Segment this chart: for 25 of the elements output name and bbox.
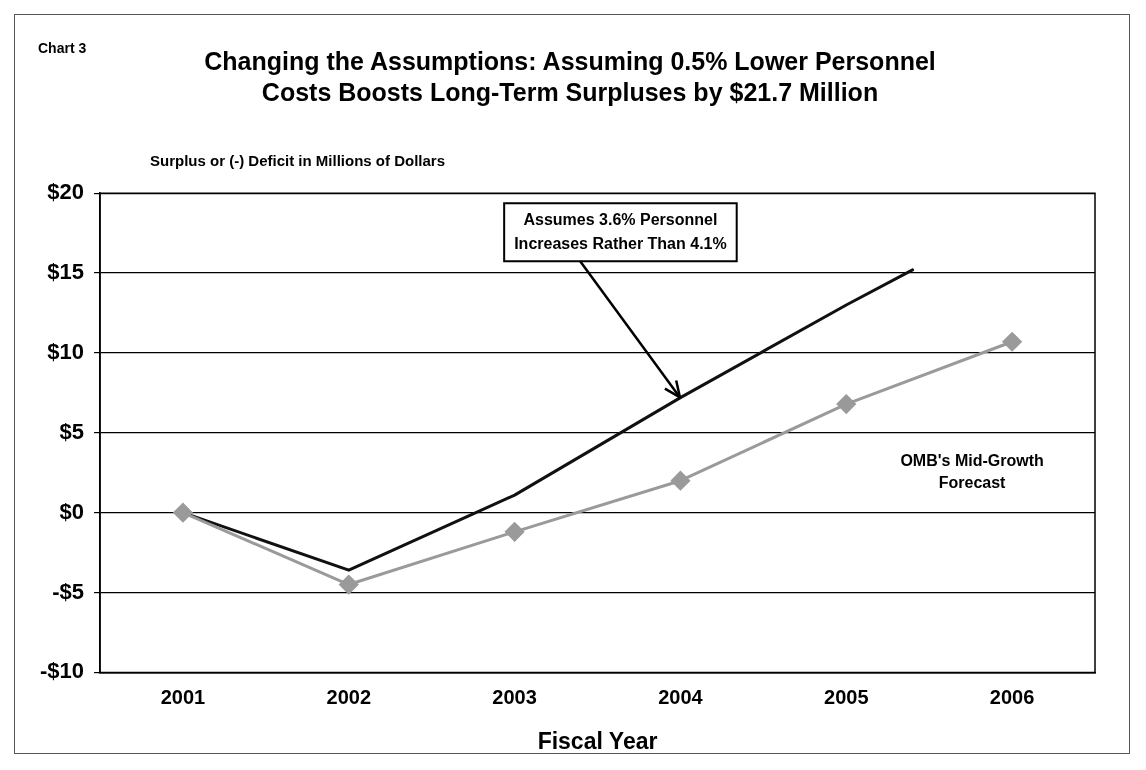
x-tick-label: 2005 (824, 685, 869, 708)
text: OMB's Mid-Growth Forecast (900, 452, 1044, 492)
annotation: Assumes 3.6% Personnel Increases Rather Than 4.1% (514, 210, 727, 252)
x-axis-title: Fiscal Year (537, 727, 658, 754)
y-tick-label: -$10 (39, 658, 85, 684)
x-tick-label: 2003 (492, 685, 537, 708)
y-tick-label: $0 (59, 498, 85, 524)
y-tick-label: -$5 (52, 578, 85, 604)
x-tick-label: 2006 (989, 685, 1035, 708)
caption: Chart 3 (38, 40, 87, 56)
chart-title: Changing the Assumptions: Assuming 0.5% Lower Personnel Costs Boosts Long-Term Surpluses by $21.7 Million (203, 46, 937, 108)
point (670, 471, 690, 491)
y-tick-label: $20 (47, 179, 85, 205)
x-tick-label: 2004 (658, 685, 704, 708)
y-tick-label: $15 (47, 259, 85, 285)
y-tick-label: $5 (59, 418, 85, 444)
x-tick-label: 2001 (160, 685, 206, 708)
x-tick-label: 2002 (326, 685, 372, 708)
point (173, 503, 193, 523)
point (1002, 332, 1022, 352)
y-axis-title: Surplus or (-) Deficit in Millions of Dollars (150, 152, 446, 169)
point (836, 394, 856, 414)
point (339, 575, 359, 595)
point (505, 522, 525, 542)
y-tick-label: $10 (47, 339, 85, 364)
